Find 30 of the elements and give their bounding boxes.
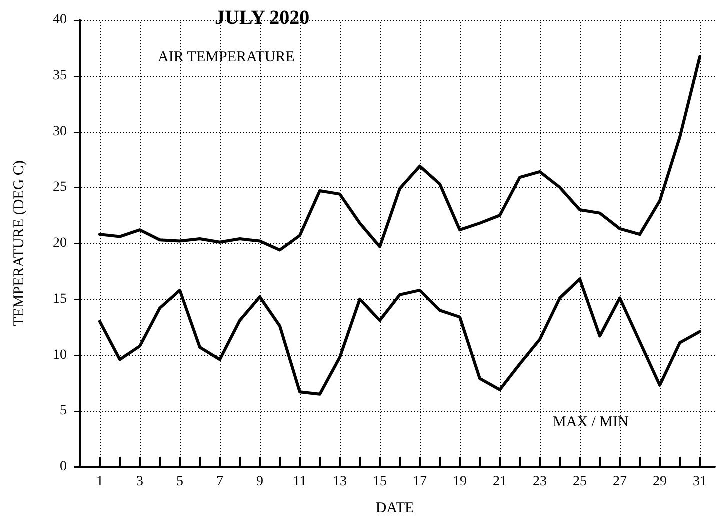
x-tick-label: 13 [333, 474, 347, 490]
x-tick-label: 15 [373, 474, 387, 490]
x-tick-label: 21 [493, 474, 507, 490]
y-tick-label: 15 [53, 292, 67, 307]
y-axis-title: TEMPERATURE (DEG C) [12, 160, 28, 326]
x-tick-label: 31 [693, 474, 707, 490]
text: AIR TEMPERATURE [158, 50, 295, 66]
y-tick-label: 0 [60, 460, 67, 474]
y-tick-label: 10 [53, 348, 67, 363]
x-tick-label: 1 [96, 474, 104, 490]
x-tick-label: 9 [256, 474, 264, 490]
y-tick-label: 5 [60, 404, 67, 419]
x-tick-label: 3 [136, 474, 144, 490]
x-tick-label: 25 [573, 474, 587, 490]
x-tick-label: 17 [413, 474, 427, 490]
annotation: MAX / MIN [553, 414, 629, 430]
x-tick-label: 19 [453, 474, 467, 490]
x-axis-title: DATE [376, 500, 414, 516]
x-tick-label: 23 [533, 474, 547, 490]
x-tick-label: 11 [293, 474, 307, 490]
y-tick-label: 25 [53, 180, 67, 196]
y-tick-label: 20 [53, 236, 67, 251]
chart-title: JULY 2020 [215, 7, 310, 29]
x-tick-label: 5 [176, 474, 184, 490]
x-tick-label: 7 [216, 474, 224, 490]
x-tick-label: 27 [613, 474, 627, 490]
x-tick-label: 29 [653, 474, 667, 490]
y-tick-label: 40 [53, 12, 67, 28]
y-tick-label: 35 [53, 68, 67, 84]
y-tick-label: 30 [53, 124, 67, 140]
